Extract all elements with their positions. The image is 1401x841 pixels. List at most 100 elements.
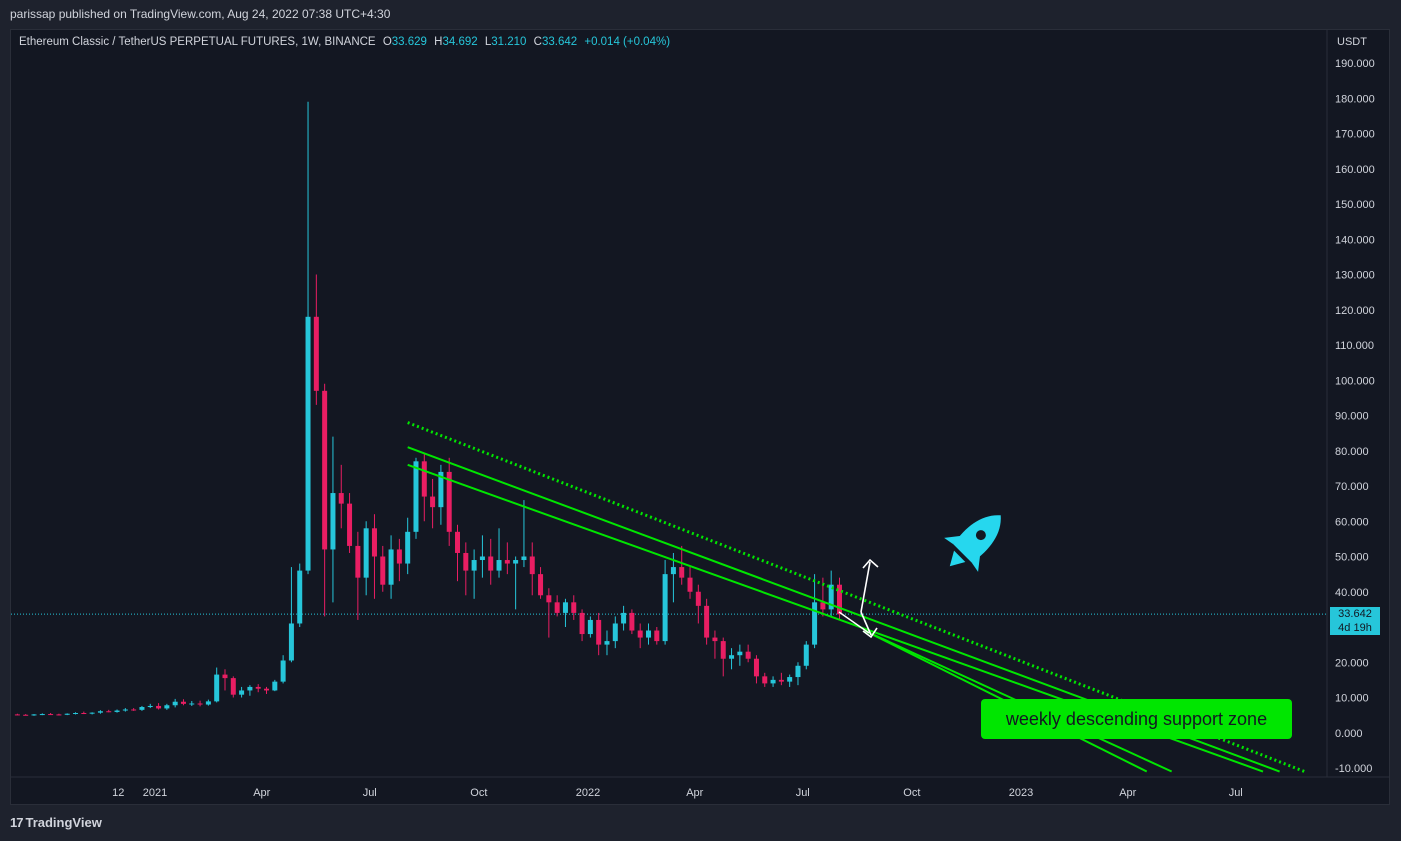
- candle: [679, 545, 685, 585]
- tradingview-logo[interactable]: 17 TradingView: [10, 815, 102, 830]
- candle-body: [131, 709, 137, 711]
- candle: [438, 464, 444, 525]
- candle: [496, 528, 502, 578]
- y-tick-label: 110.000: [1335, 340, 1374, 352]
- low-value: 31.210: [491, 36, 527, 48]
- candlestick-chart[interactable]: USDT 190.000 180.000 170.000 160.000 150.000 1…: [11, 30, 1389, 804]
- candle: [180, 699, 186, 706]
- candle: [571, 595, 577, 620]
- candle-body: [239, 690, 245, 695]
- y-tick-label: 170.000: [1335, 129, 1375, 141]
- rocket-icon: [944, 515, 1001, 572]
- candle-body: [562, 602, 568, 613]
- candle-body: [737, 651, 743, 656]
- candle-body: [264, 688, 270, 691]
- candle: [64, 713, 70, 716]
- x-tick-label: Oct: [470, 787, 487, 799]
- candle-body: [828, 584, 834, 610]
- x-tick-label: Jul: [796, 787, 810, 799]
- candle: [629, 609, 635, 635]
- candle: [770, 676, 776, 687]
- candle-body: [670, 567, 676, 575]
- candle-body: [479, 556, 485, 561]
- candle-body: [405, 531, 411, 564]
- symbol-name: Ethereum Classic / TetherUS PERPETUAL FU…: [19, 36, 376, 48]
- candle-body: [39, 714, 45, 716]
- candle-body: [122, 709, 128, 711]
- candle-body: [388, 549, 394, 585]
- x-tick-label: Apr: [1119, 787, 1136, 799]
- candle: [538, 567, 544, 599]
- candle: [621, 605, 627, 631]
- candle-body: [546, 595, 552, 603]
- candle: [380, 545, 386, 592]
- candle: [529, 542, 535, 596]
- candle-body: [371, 528, 377, 557]
- arrow-up-icon: [860, 558, 879, 613]
- x-tick-label: 12: [112, 787, 124, 799]
- candle: [695, 584, 701, 624]
- candle-body: [538, 574, 544, 596]
- y-tick-label: 100.000: [1335, 375, 1375, 387]
- candle: [280, 655, 286, 684]
- candle-body: [64, 713, 70, 715]
- countdown-tag: 4d 19h: [1330, 621, 1380, 635]
- y-tick-label: 40.000: [1335, 587, 1369, 599]
- candle: [413, 457, 419, 539]
- candle: [322, 383, 328, 617]
- annotation-label[interactable]: weekly descending support zone: [981, 699, 1292, 739]
- candle-body: [255, 686, 261, 689]
- x-tick-label: Jul: [1229, 787, 1243, 799]
- candle-body: [89, 712, 95, 714]
- candle-body: [687, 577, 693, 592]
- candle-body: [521, 556, 527, 561]
- candle-body: [654, 630, 660, 642]
- candle: [455, 524, 461, 582]
- candle: [147, 703, 153, 709]
- y-tick-label: -10.000: [1335, 763, 1372, 775]
- candle-body: [355, 545, 361, 578]
- candle: [762, 672, 768, 687]
- candle-body: [579, 612, 585, 635]
- change-value: +0.014 (+0.04%): [584, 36, 671, 48]
- candle-body: [836, 584, 842, 615]
- x-tick-label: Apr: [253, 787, 270, 799]
- candle: [48, 713, 54, 716]
- candle: [197, 700, 203, 707]
- candle: [604, 630, 610, 656]
- candle-body: [214, 674, 220, 702]
- candle-body: [820, 602, 826, 610]
- y-tick-label: 60.000: [1335, 516, 1369, 528]
- arrow-down-icon: [838, 611, 878, 639]
- candle: [646, 623, 652, 645]
- candle: [654, 627, 660, 645]
- candle: [272, 679, 278, 692]
- close-label: C: [533, 36, 542, 48]
- candle-body: [164, 705, 170, 709]
- x-tick-label: 2022: [576, 787, 600, 799]
- candle: [596, 612, 602, 656]
- candle: [205, 699, 211, 706]
- candle: [164, 703, 170, 710]
- candle-body: [646, 630, 652, 638]
- candle-body: [338, 493, 344, 504]
- candle-body: [621, 612, 627, 624]
- y-tick-label: 130.000: [1335, 270, 1375, 282]
- candle-body: [347, 503, 353, 546]
- candle-body: [704, 605, 710, 638]
- chart-panel[interactable]: USDT 190.000 180.000 170.000 160.000 150.000 1…: [10, 29, 1390, 805]
- candle-body: [695, 591, 701, 606]
- candle: [479, 535, 485, 578]
- candle-body: [812, 602, 818, 645]
- candle-body: [604, 641, 610, 645]
- y-tick-label: 80.000: [1335, 446, 1369, 458]
- y-tick-label: 120.000: [1335, 305, 1375, 317]
- candle: [579, 609, 585, 642]
- candle: [753, 655, 759, 684]
- candle-body: [587, 619, 593, 635]
- y-tick-label: 20.000: [1335, 657, 1369, 669]
- candle: [513, 556, 519, 610]
- candle: [446, 457, 452, 546]
- open-label: O: [382, 36, 392, 48]
- candle: [720, 637, 726, 677]
